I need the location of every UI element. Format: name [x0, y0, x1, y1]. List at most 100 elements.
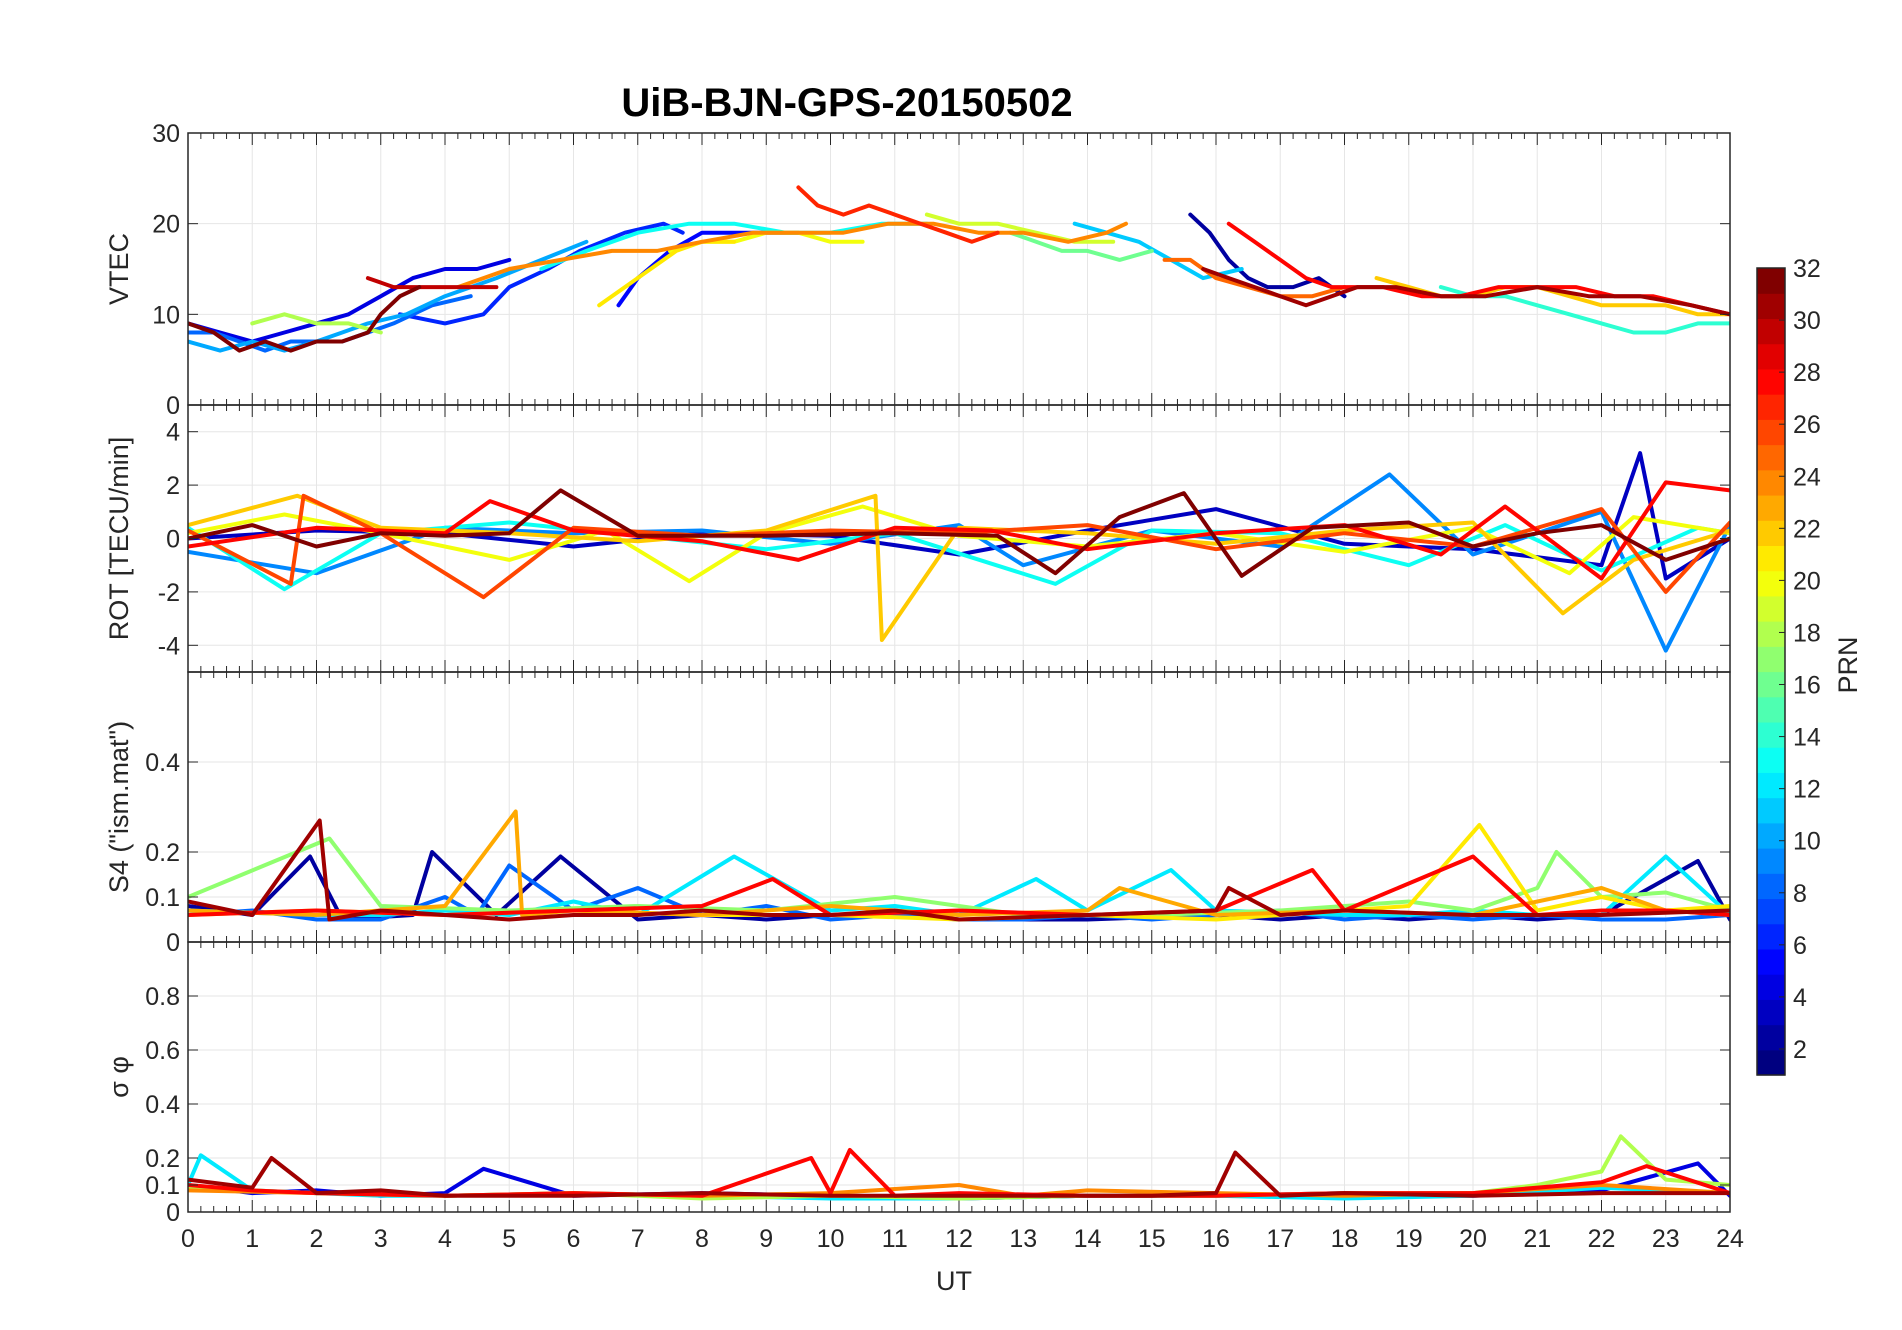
- x-tick-label: 22: [1588, 1225, 1616, 1253]
- colorbar-swatch: [1757, 368, 1785, 395]
- x-tick-label: 5: [502, 1225, 516, 1253]
- chart-title: UiB-BJN-GPS-20150502: [621, 81, 1072, 125]
- series-line-prn-20: [188, 504, 1730, 584]
- y-tick-label: 2: [166, 472, 180, 500]
- x-tick-label: 15: [1138, 1225, 1166, 1253]
- colorbar-tick-label: 18: [1793, 619, 1821, 647]
- colorbar-swatch: [1757, 898, 1785, 925]
- colorbar-swatch: [1757, 419, 1785, 446]
- y-axis-label: VTEC: [104, 233, 134, 305]
- x-tick-label: 18: [1331, 1225, 1359, 1253]
- colorbar-tick-label: 4: [1793, 984, 1807, 1012]
- y-tick-label: 0.4: [145, 749, 180, 777]
- colorbar-swatch: [1757, 873, 1785, 900]
- x-axis-label: UT: [936, 1266, 972, 1296]
- y-tick-label: 0.1: [145, 1172, 180, 1200]
- colorbar-tick-label: 16: [1793, 672, 1821, 700]
- y-tick-label: 20: [152, 211, 180, 239]
- x-tick-label: 13: [1009, 1225, 1037, 1253]
- x-tick-label: 19: [1395, 1225, 1423, 1253]
- colorbar-swatch: [1757, 293, 1785, 320]
- series-line-prn-17: [188, 836, 1730, 917]
- series-line-prn-30: [365, 276, 499, 290]
- colorbar-swatch: [1757, 394, 1785, 420]
- series-line-prn-31: [188, 1150, 1730, 1198]
- series-line-prn-9: [188, 472, 1730, 653]
- colorbar-tick-label: 30: [1793, 307, 1821, 335]
- x-tick-label: 12: [945, 1225, 973, 1253]
- x-tick-label: 20: [1459, 1225, 1487, 1253]
- y-tick-label: 0.2: [145, 839, 180, 867]
- series-line-prn-27: [796, 185, 1000, 244]
- colorbar-swatch: [1757, 621, 1785, 647]
- x-tick-label: 11: [882, 1225, 908, 1253]
- colorbar-tick-label: 28: [1793, 359, 1821, 387]
- y-axis-label: S4 ("ism.mat"): [104, 721, 134, 893]
- colorbar-swatch: [1757, 1024, 1785, 1051]
- colorbar-swatch: [1757, 721, 1785, 748]
- colorbar-tick-label: 2: [1793, 1036, 1807, 1064]
- y-tick-label: 0.2: [145, 1145, 180, 1173]
- colorbar-swatch: [1757, 646, 1785, 673]
- colorbar-swatch: [1757, 570, 1785, 597]
- colorbar-swatch: [1757, 343, 1785, 370]
- series-line-prn-16: [1008, 230, 1154, 262]
- x-tick-label: 17: [1266, 1225, 1294, 1253]
- y-tick-label: 0: [166, 929, 180, 957]
- x-tick-label: 7: [631, 1225, 645, 1253]
- colorbar-tick-label: 10: [1793, 828, 1821, 856]
- panel-frame: [187, 941, 1731, 1213]
- panel-4: 00.10.2 0.4 0.6 0.8 σ φ: [104, 941, 1731, 1227]
- colorbar-tick-label: 12: [1793, 776, 1821, 804]
- x-tick-label: 10: [817, 1225, 845, 1253]
- colorbar-swatch: [1757, 494, 1785, 521]
- series-line-prn-11: [1072, 221, 1244, 281]
- x-tick-label: 3: [374, 1225, 388, 1253]
- x-tick-label: 24: [1716, 1225, 1744, 1253]
- series-line-prn-31: [188, 818, 1730, 922]
- colorbar-swatch: [1757, 545, 1785, 572]
- x-tick-label: 6: [567, 1225, 581, 1253]
- y-tick-label: 0: [166, 1199, 180, 1227]
- x-tick-label: 8: [695, 1225, 709, 1253]
- y-axis-label: ROT [TECU/min]: [104, 437, 134, 641]
- series-line-prn-23: [188, 809, 1730, 917]
- series-line-prn-22: [188, 493, 1730, 642]
- x-tick-label: 14: [1074, 1225, 1102, 1253]
- colorbar-swatch: [1757, 747, 1785, 773]
- colorbar-swatch: [1757, 923, 1785, 950]
- series-line-prn-13: [539, 221, 929, 271]
- y-tick-label: 0: [166, 392, 180, 420]
- y-tick-label: 0: [166, 526, 180, 554]
- colorbar-tick-label: 24: [1793, 463, 1821, 491]
- x-tick-label: 0: [181, 1225, 195, 1253]
- series-line-prn-10: [188, 239, 589, 353]
- colorbar-tick-label: 32: [1793, 255, 1821, 283]
- y-tick-label: 0.1: [145, 884, 180, 912]
- panel-1: 0 10 20 30 VTEC: [104, 120, 1731, 420]
- series-line-prn-25: [1162, 257, 1347, 299]
- y-axis-label: σ φ: [104, 1056, 134, 1098]
- colorbar-swatch: [1757, 974, 1785, 1000]
- colorbar-tick-label: 26: [1793, 411, 1821, 439]
- colorbar-tick-label: 14: [1793, 724, 1821, 752]
- colorbar-swatch: [1757, 797, 1785, 824]
- series-group: [188, 1134, 1730, 1201]
- x-tick-label: 9: [759, 1225, 773, 1253]
- series-line-prn-4: [188, 257, 512, 344]
- y-tick-label: -2: [158, 579, 180, 607]
- series-line-prn-24: [455, 221, 1128, 290]
- x-tick-label: 1: [245, 1225, 259, 1253]
- series-group: [188, 185, 1730, 353]
- colorbar-tick-label: 22: [1793, 515, 1821, 543]
- colorbar-frame: [1756, 267, 1786, 1076]
- panel-2: -4 -2 0 2 4 ROT [TECU/min]: [104, 404, 1731, 673]
- series-line-prn-6: [398, 221, 685, 326]
- x-tick-label: 2: [310, 1225, 324, 1253]
- x-tick-label: 16: [1202, 1225, 1230, 1253]
- colorbar-tick-label: 8: [1793, 880, 1807, 908]
- series-line-prn-19: [924, 212, 1116, 244]
- x-tick-label: 21: [1523, 1225, 1551, 1253]
